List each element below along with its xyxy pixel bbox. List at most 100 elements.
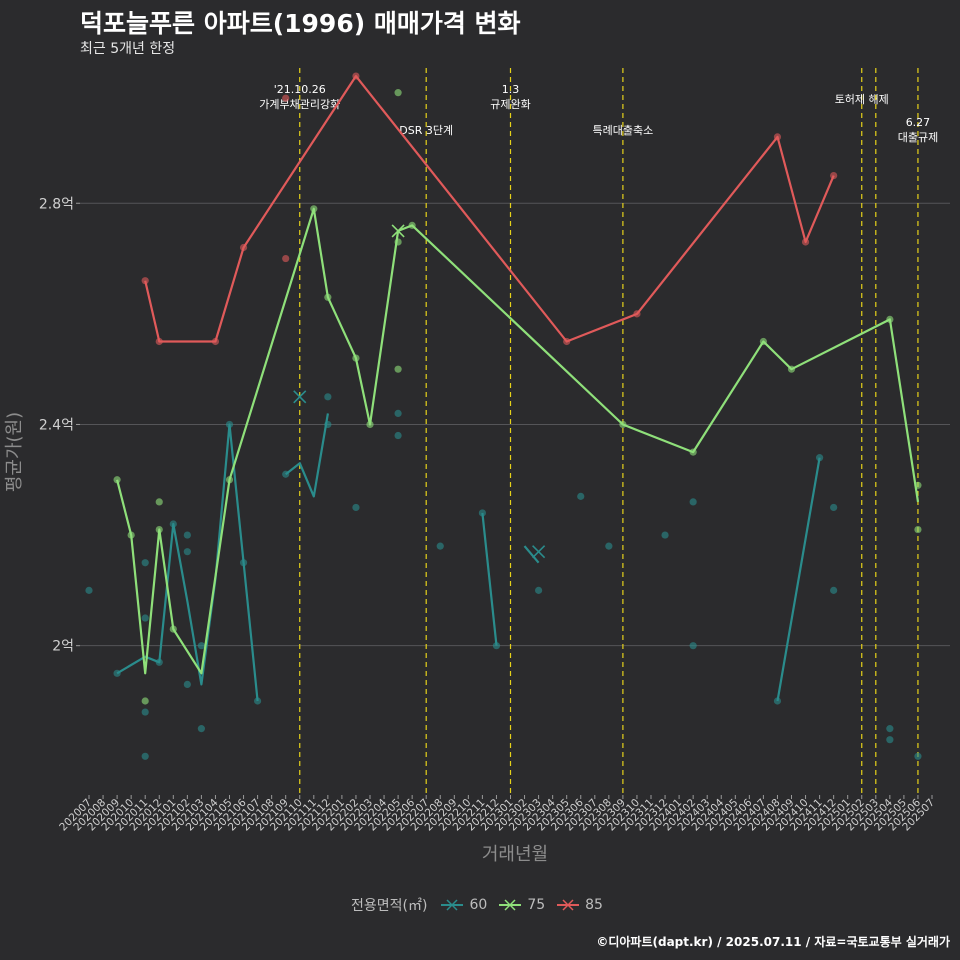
data-point-75: [324, 293, 332, 301]
legend-item-60[interactable]: 60: [441, 897, 487, 913]
data-point-60: [197, 642, 205, 650]
data-point-60: [577, 492, 585, 500]
y-axis-label: 평균가(원): [4, 412, 25, 492]
data-point-75: [886, 315, 894, 323]
data-point-60: [183, 548, 191, 556]
data-point-85: [801, 238, 810, 246]
data-point-85: [282, 94, 290, 102]
series-line-60: [481, 512, 498, 646]
legend-key-60: [441, 899, 464, 911]
chart-subtitle: 최근 5개년 한정: [80, 41, 176, 57]
cross-marker-60: [293, 390, 307, 404]
event-label: 6.27: [906, 116, 931, 129]
data-point-60: [816, 454, 824, 462]
data-point-60: [85, 586, 93, 594]
data-point-60: [830, 503, 838, 512]
data-point-85: [830, 172, 838, 180]
data-point-60: [141, 559, 149, 567]
data-point-60: [689, 642, 697, 650]
source-caption: ©디아파트(dapt.kr) / 2025.07.11 / 자료=국토교통부 실…: [596, 935, 950, 949]
data-point-75: [352, 354, 360, 362]
data-point-60: [830, 586, 838, 594]
data-point-75: [689, 448, 697, 456]
data-point-60: [492, 642, 501, 650]
y-tick-label: 2.8억: [39, 196, 74, 212]
legend-label-75: 75: [527, 897, 546, 913]
data-point-75: [408, 221, 416, 229]
data-point-85: [633, 310, 641, 318]
series-line-85: [144, 75, 835, 343]
data-point-60: [183, 680, 191, 688]
data-point-75: [366, 420, 374, 429]
legend-label-85: 85: [585, 897, 603, 913]
event-label: DSR 3단계: [399, 124, 453, 137]
data-point-60: [183, 531, 191, 539]
legend-label-60: 60: [469, 897, 488, 913]
data-point-75: [394, 89, 402, 97]
data-point-60: [141, 708, 149, 716]
series-line-60: [523, 545, 540, 564]
data-point-60: [394, 409, 402, 418]
legend: 전용면적(㎡) 60 75 85: [0, 895, 960, 915]
data-point-75: [619, 420, 627, 429]
data-point-60: [324, 393, 332, 401]
data-point-60: [282, 470, 290, 478]
data-point-60: [478, 509, 486, 517]
data-point-75: [141, 697, 149, 705]
axis-layer: 2억2.4억2.8억202007202008202009202010202011…: [39, 196, 937, 833]
data-point-85: [773, 133, 782, 141]
event-label: 특례대출축소: [593, 124, 654, 137]
data-point-60: [886, 736, 894, 744]
data-point-60: [689, 498, 697, 506]
data-point-75: [155, 498, 163, 506]
data-point-60: [169, 520, 177, 528]
data-point-60: [155, 658, 163, 666]
legend-item-85[interactable]: 85: [557, 897, 603, 913]
series-layer: [85, 72, 922, 760]
data-point-60: [914, 752, 922, 760]
data-point-60: [225, 420, 234, 429]
data-point-85: [282, 254, 290, 263]
legend-item-75[interactable]: 75: [499, 897, 545, 913]
data-point-60: [141, 752, 149, 760]
data-point-75: [394, 238, 402, 246]
y-tick-label: 2.4억: [39, 417, 74, 433]
event-label: 대출규제: [898, 131, 938, 144]
data-point-60: [886, 725, 894, 733]
chart-title: 덕포늘푸른 아파트(1996) 매매가격 변화: [80, 9, 521, 38]
cross-marker-75: [391, 224, 405, 238]
event-label: 1.3: [502, 83, 520, 96]
data-point-75: [759, 337, 768, 346]
data-point-75: [169, 625, 177, 633]
data-point-60: [113, 669, 121, 677]
data-point-85: [239, 243, 248, 252]
data-point-60: [352, 503, 360, 512]
series-line-60: [116, 423, 259, 702]
cross-marker-60: [532, 545, 546, 559]
data-point-60: [197, 725, 205, 733]
data-point-60: [141, 614, 149, 622]
data-point-75: [394, 365, 402, 373]
legend-title: 전용면적(㎡): [351, 898, 428, 914]
grid-layer: [80, 202, 950, 647]
data-point-60: [436, 542, 444, 550]
data-point-85: [563, 337, 571, 346]
data-point-75: [155, 525, 163, 534]
data-point-85: [141, 277, 149, 285]
data-point-75: [225, 476, 234, 484]
data-point-75: [127, 531, 135, 539]
legend-key-75: [499, 899, 522, 911]
data-point-60: [394, 431, 402, 440]
data-point-60: [254, 697, 262, 705]
data-point-60: [605, 542, 613, 550]
data-point-85: [155, 337, 163, 346]
y-tick-label: 2억: [52, 639, 74, 655]
data-point-75: [310, 205, 318, 213]
series-line-60: [776, 457, 821, 702]
event-label: 규제완화: [490, 98, 530, 111]
event-label: '21.10.26: [274, 83, 326, 96]
data-point-60: [535, 586, 543, 594]
data-point-75: [914, 481, 922, 489]
event-label: 토허제 해제: [835, 92, 889, 106]
